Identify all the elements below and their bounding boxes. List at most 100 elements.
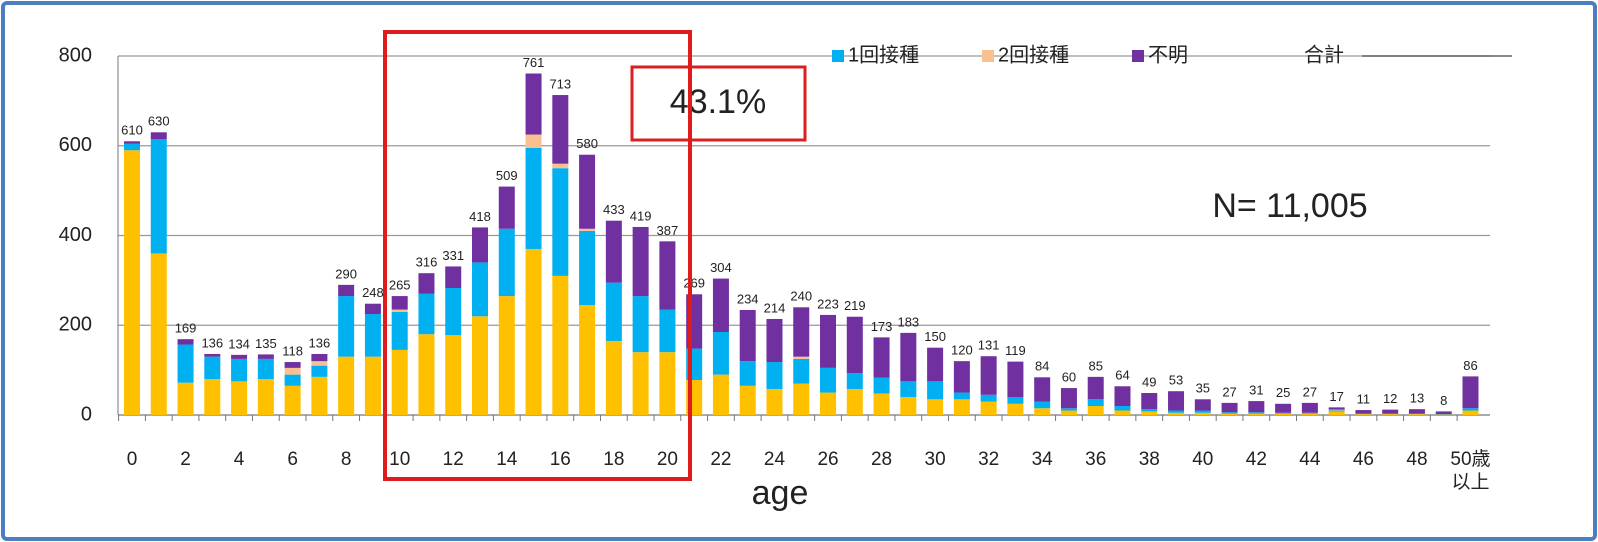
total-label: 134 <box>228 336 250 351</box>
total-label: 265 <box>389 278 411 293</box>
bar-segment <box>1355 414 1372 415</box>
total-label: 8 <box>1440 393 1447 408</box>
bar-segment <box>659 309 676 353</box>
legend-label: 合計 <box>1304 43 1344 66</box>
bar-segment <box>579 305 596 415</box>
total-label: 169 <box>175 321 197 336</box>
bar-segment <box>579 231 596 306</box>
bar-segment <box>1248 401 1265 413</box>
bar-segment <box>204 379 221 415</box>
x-tick-label: 38 <box>1139 449 1160 470</box>
bar-segment <box>552 95 569 164</box>
bar-segment <box>712 374 729 415</box>
bar-segment <box>231 358 248 382</box>
bar-segment <box>1408 409 1425 414</box>
bar-segment <box>204 353 221 357</box>
bar-segment <box>1275 412 1292 414</box>
total-label: 234 <box>737 291 759 306</box>
bar-segment <box>846 316 863 374</box>
highlight-box <box>383 30 692 481</box>
x-tick-label: 2 <box>180 449 191 470</box>
bar-segment <box>472 262 489 317</box>
bar-segment <box>1275 413 1292 415</box>
total-label: 119 <box>1005 343 1026 358</box>
bar-segment <box>846 388 863 415</box>
bar-segment <box>284 367 301 375</box>
total-label: 64 <box>1115 368 1129 383</box>
bar-segment <box>525 248 542 415</box>
bar-segment <box>953 392 970 400</box>
bar-segment <box>820 367 837 393</box>
total-label: 183 <box>897 314 919 329</box>
bar-segment <box>766 318 783 363</box>
bar-segment <box>1114 410 1131 415</box>
bar-segment <box>1221 412 1238 414</box>
total-label: 387 <box>657 223 679 238</box>
bar-segment <box>1328 409 1345 411</box>
y-tick-label: 0 <box>81 403 92 425</box>
bar-segment <box>1141 409 1158 412</box>
bar-segment <box>820 314 837 368</box>
bar-segment <box>231 381 248 415</box>
bar-segment <box>150 253 167 415</box>
bar-segment <box>1382 414 1399 415</box>
bar-segment <box>284 385 301 415</box>
total-label: 248 <box>362 285 384 300</box>
total-label: 214 <box>764 300 786 315</box>
total-label: 150 <box>924 329 946 344</box>
total-label: 17 <box>1329 389 1343 404</box>
x-tick-label: 14 <box>496 449 518 470</box>
bar-segment <box>820 392 837 415</box>
bar-segment <box>1007 361 1024 398</box>
x-tick-label: 48 <box>1406 449 1427 470</box>
bar-segment <box>927 399 944 415</box>
bar-segment <box>418 273 435 294</box>
bar-segment <box>1328 411 1345 415</box>
total-label: 304 <box>710 260 732 275</box>
bar-segment <box>1301 412 1318 414</box>
bar-segment <box>177 344 194 383</box>
bar-segment <box>605 282 622 341</box>
x-tick-label: 50歳以上 <box>1450 448 1490 493</box>
bar-segment <box>1141 411 1158 415</box>
x-tick-label: 16 <box>550 449 571 470</box>
y-tick-label: 600 <box>59 134 92 156</box>
bar-segment <box>659 352 676 415</box>
bar-segment <box>391 309 408 312</box>
bar-segment <box>418 334 435 415</box>
bar-segment <box>1408 414 1425 415</box>
bar-segment <box>1328 407 1345 410</box>
bar-segment <box>793 383 810 415</box>
bar-segment <box>364 314 381 357</box>
x-tick-label: 6 <box>287 449 298 470</box>
bar-segment <box>445 266 462 289</box>
bar-segment <box>391 349 408 415</box>
bar-segment <box>766 362 783 389</box>
bar-segment <box>338 284 355 297</box>
bar-segment <box>150 132 167 140</box>
bar-segment <box>766 388 783 415</box>
bar-segment <box>605 220 622 283</box>
bar-segment <box>739 361 756 386</box>
bar-segment <box>927 381 944 400</box>
legend-label: 不明 <box>1148 44 1188 66</box>
bar-segment <box>980 356 997 395</box>
x-tick-label: 22 <box>710 449 731 470</box>
bar-segment <box>1168 412 1185 415</box>
total-label: 331 <box>442 248 464 263</box>
bar-segment <box>1435 411 1452 415</box>
bar-segment <box>257 379 274 415</box>
bar-segment <box>605 340 622 415</box>
bar-segment <box>793 307 810 357</box>
bar-segment <box>150 139 167 254</box>
total-label: 580 <box>576 136 598 151</box>
bar-segment <box>739 385 756 415</box>
bar-segment <box>525 73 542 135</box>
x-tick-label: 18 <box>603 449 624 470</box>
total-label: 84 <box>1035 359 1049 374</box>
total-label: 120 <box>951 343 973 358</box>
bar-segment <box>793 358 810 384</box>
bar-segment <box>1248 412 1265 414</box>
legend-label: 2回接種 <box>998 43 1069 66</box>
bar-segment <box>953 399 970 415</box>
